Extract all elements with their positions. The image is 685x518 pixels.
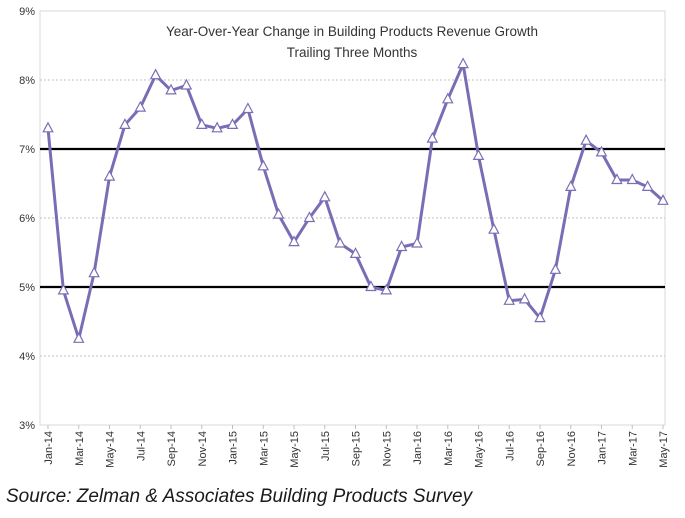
x-tick-label: May-15 [289,431,301,468]
x-tick-label: Mar-15 [258,431,270,466]
x-tick-label: May-14 [105,431,117,468]
data-point [365,280,377,292]
data-point [349,247,362,258]
chart: 3% 4% 5% 6% 7% 8% 9% Jan-14 Mar-14 May-14 Jul-14 S… [19,6,670,468]
chart-title: Year-Over-Year Change in Building Produc… [166,24,538,39]
y-tick-label: 7% [19,144,35,156]
data-point [303,211,316,223]
data-point [57,283,70,295]
data-point [42,121,54,133]
x-tick-label: Jul-14 [135,431,147,461]
x-tick-label: Mar-17 [627,431,639,466]
data-point [426,131,439,143]
data-point [580,133,592,145]
x-tick-label: Jan-15 [228,431,240,465]
x-tick-label: Mar-16 [443,431,455,466]
y-tick-label: 3% [19,420,35,432]
data-point [657,194,669,205]
source-note: Source: Zelman & Associates Building Pro… [6,486,473,507]
data-point [626,173,638,185]
data-point [549,263,562,274]
data-point [180,78,193,90]
data-point [318,190,331,202]
x-tick-label: Jan-16 [412,431,424,465]
data-point [272,207,285,219]
data-point [503,294,515,305]
data-point [72,332,85,343]
data-point [595,145,608,157]
y-tick-label: 5% [19,282,35,294]
data-point [103,169,116,181]
y-axis: 3% 4% 5% 6% 7% 8% 9% [19,6,35,432]
data-point [518,292,531,304]
data-point [641,180,654,191]
x-axis: Jan-14 Mar-14 May-14 Jul-14 Sep-14 Nov-14 Jan-… [43,425,670,468]
x-tick-label: Sep-16 [535,431,547,466]
x-tick-label: Nov-16 [566,431,578,466]
data-point [288,235,300,247]
data-point [195,118,208,129]
data-point [257,159,270,171]
y-tick-label: 6% [19,213,35,225]
data-point [119,118,131,129]
data-point [472,149,485,160]
data-point [334,236,346,248]
x-tick-label: May-17 [658,431,670,468]
x-tick-label: Jul-16 [504,431,516,461]
x-tick-label: Nov-14 [197,431,209,466]
data-point [226,118,239,129]
data-point [488,222,500,234]
x-tick-label: Jul-15 [320,431,332,461]
data-point [457,57,469,69]
y-tick-label: 8% [19,75,35,87]
x-tick-label: May-16 [474,431,486,468]
series [42,57,669,343]
y-tick-label: 9% [19,6,35,18]
data-point [395,240,408,252]
data-point [565,180,577,191]
x-tick-label: Sep-15 [351,431,363,466]
y-tick-label: 4% [19,351,35,363]
x-tick-label: Sep-14 [166,431,178,466]
x-tick-label: Jan-17 [597,431,609,465]
data-point [441,92,454,104]
x-tick-label: Jan-14 [43,431,55,465]
chart-subtitle: Trailing Three Months [287,45,418,60]
reference-lines [40,147,665,289]
data-point [534,311,546,323]
data-point [411,236,423,248]
data-point [242,102,254,114]
data-point [380,283,393,295]
gridlines [40,79,665,357]
x-tick-label: Nov-15 [381,431,393,466]
data-point [88,266,100,278]
x-tick-label: Mar-14 [74,431,86,466]
data-point [149,68,162,80]
data-point [134,100,147,112]
data-point [611,173,623,185]
data-point [211,121,223,133]
data-point [165,83,177,95]
